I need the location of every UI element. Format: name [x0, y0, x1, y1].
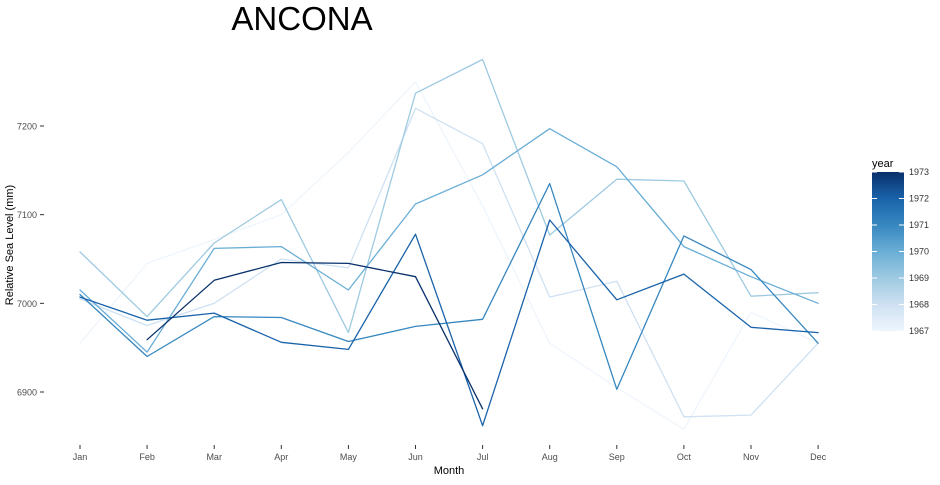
- series-line-1973: [146, 261, 484, 410]
- series-line-1968: [79, 107, 819, 418]
- axes: 6900 7000 7100 7200 Jan Feb Mar Apr May Jun Jul Aug…: [17, 122, 827, 463]
- legend-tick-label: 1971: [909, 220, 929, 230]
- y-axis-label: Relative Sea Level (mm): [4, 185, 16, 305]
- y-tick-label: 7200: [17, 122, 37, 132]
- y-tick-label: 7100: [17, 210, 37, 220]
- series-line-1970: [79, 128, 819, 353]
- x-axis-label: Month: [434, 465, 465, 477]
- legend-tick-label: 1968: [909, 300, 929, 310]
- legend-tick-label: 1970: [909, 247, 929, 257]
- series-line-1971: [79, 182, 819, 390]
- series-line-1972: [79, 219, 819, 427]
- x-tick-label: Feb: [139, 452, 155, 462]
- legend-tick-label: 1967: [909, 326, 929, 336]
- legend-tick-label: 1969: [909, 273, 929, 283]
- y-tick-label: 6900: [17, 388, 37, 398]
- legend-colorbar: [872, 172, 904, 331]
- series-line-1969: [79, 58, 819, 334]
- x-tick-label: Aug: [542, 452, 558, 462]
- x-tick-label: Mar: [206, 452, 222, 462]
- x-tick-label: Apr: [274, 452, 288, 462]
- x-tick-label: Dec: [810, 452, 827, 462]
- x-tick-label: May: [340, 452, 358, 462]
- x-tick-label: Nov: [743, 452, 760, 462]
- series-layer: [79, 58, 819, 430]
- chart-title: ANCONA: [231, 0, 372, 37]
- y-tick-label: 7000: [17, 299, 37, 309]
- x-tick-label: Jun: [408, 452, 423, 462]
- x-tick-label: Oct: [677, 452, 692, 462]
- series-line-1967: [79, 81, 819, 430]
- x-tick-label: Sep: [609, 452, 625, 462]
- legend: year 1967 1968 1969 1970 1971 1972 1973: [872, 158, 929, 336]
- x-tick-label: Jul: [477, 452, 489, 462]
- legend-tick-label: 1973: [909, 167, 929, 177]
- x-tick-label: Jan: [73, 452, 88, 462]
- legend-title: year: [872, 158, 894, 170]
- legend-tick-label: 1972: [909, 194, 929, 204]
